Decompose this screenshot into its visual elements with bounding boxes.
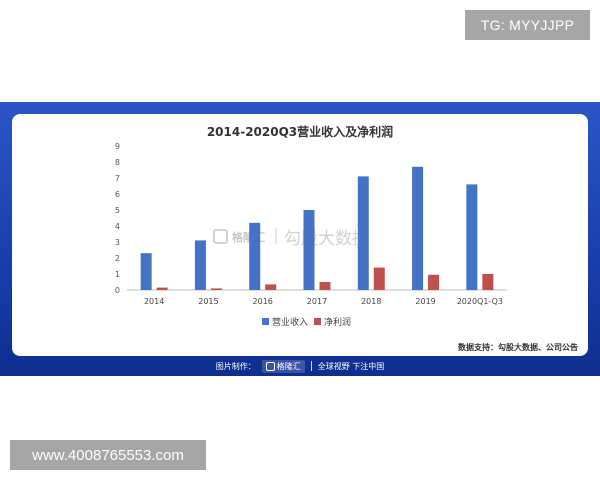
bar-net-profit (319, 282, 331, 290)
x-tick-label: 2020Q1-Q3 (457, 297, 503, 306)
footer-brand-logo: 格隆汇 (261, 359, 305, 373)
bottom-watermark-tag: www.4008765553.com (10, 440, 206, 470)
bar-net-profit (482, 274, 494, 290)
chart-panel: 2014-2020Q3营业收入及净利润 格隆汇 勾股大数据 0 1 2 3 4 5 6 7 8 9 201… (12, 114, 588, 356)
bar-net-profit (156, 287, 168, 290)
source-note: 数据支持：勾股大数据、公司公告 (458, 342, 578, 352)
footer-divider (310, 361, 312, 371)
brand-logo-icon (265, 361, 275, 371)
footer-brand-name: 格隆汇 (276, 361, 301, 371)
watermark-logo-icon (213, 229, 228, 244)
x-tick-label: 2019 (415, 297, 435, 306)
y-tick-label: 8 (115, 158, 120, 167)
x-tick-label: 2015 (198, 297, 218, 306)
bar-revenue (194, 240, 206, 290)
y-tick-label: 0 (115, 286, 120, 295)
y-tick-label: 7 (115, 174, 120, 183)
footer-slogan: 全球视野 下注中国 (317, 361, 385, 371)
y-tick-label: 4 (115, 222, 120, 231)
y-tick-label: 6 (115, 190, 120, 199)
bar-net-profit (373, 267, 385, 290)
bar-revenue (466, 184, 478, 290)
legend-swatch (314, 318, 321, 325)
bar-net-profit (210, 288, 222, 290)
x-tick-label: 2014 (144, 297, 164, 306)
bar-revenue (303, 210, 315, 290)
bar-revenue (412, 166, 424, 290)
bar-net-profit (428, 274, 440, 290)
top-watermark-tag: TG: MYYJJPP (465, 10, 590, 40)
bar-revenue (357, 176, 369, 290)
y-tick-label: 2 (115, 254, 120, 263)
chart-title: 2014-2020Q3营业收入及净利润 (207, 124, 393, 139)
y-tick-label: 1 (115, 270, 120, 279)
bar-net-profit (265, 284, 277, 290)
bar-revenue (249, 222, 261, 290)
x-tick-label: 2017 (307, 297, 327, 306)
legend-swatch (262, 318, 269, 325)
banner-footer: 图片制作： 格隆汇 全球视野 下注中国 (0, 356, 600, 376)
x-tick-label: 2018 (361, 297, 381, 306)
y-tick-label: 5 (115, 206, 120, 215)
bar-revenue (140, 253, 152, 290)
y-tick-label: 3 (115, 238, 120, 247)
x-tick-label: 2016 (253, 297, 273, 306)
legend-label: 净利润 (324, 316, 351, 328)
made-by-label: 图片制作： (215, 361, 256, 371)
legend-label: 营业收入 (272, 316, 308, 328)
watermark-text: 勾股大数据 (284, 229, 369, 249)
y-tick-label: 9 (115, 142, 120, 151)
